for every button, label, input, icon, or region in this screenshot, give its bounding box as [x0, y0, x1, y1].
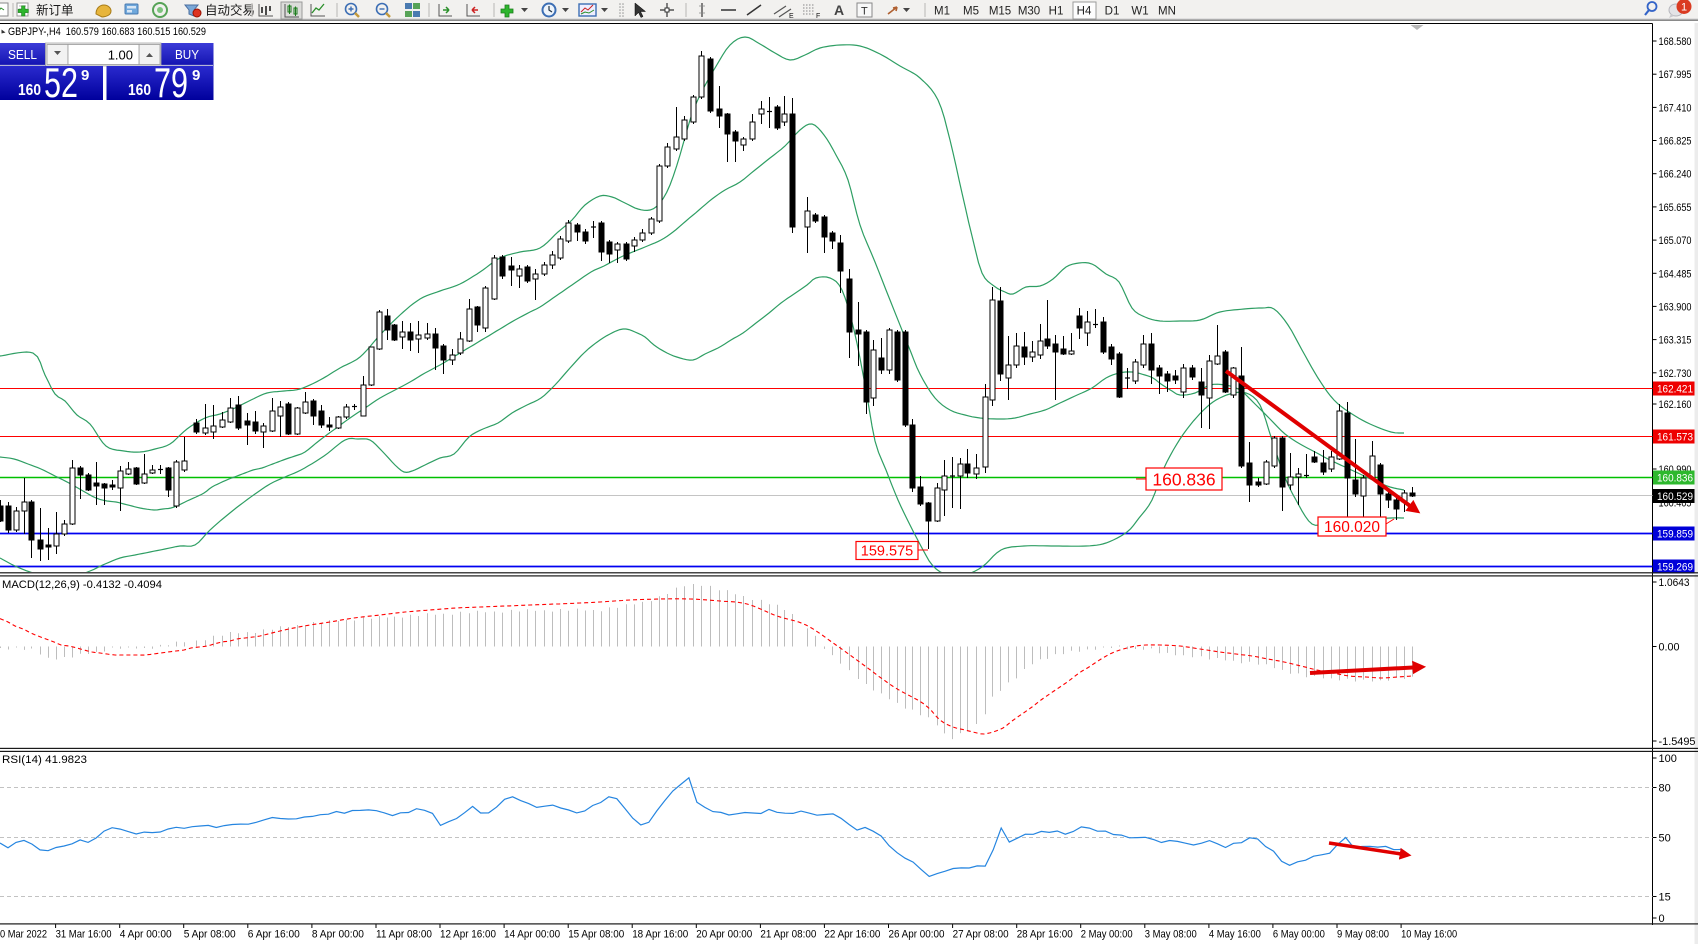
svg-text:4 May 16:00: 4 May 16:00: [1209, 929, 1261, 941]
svg-text:163.315: 163.315: [1659, 335, 1692, 347]
svg-text:166.240: 166.240: [1659, 169, 1692, 181]
svg-text:3 May 08:00: 3 May 08:00: [1145, 929, 1197, 941]
svg-text:M15: M15: [989, 6, 1011, 18]
svg-text:167.995: 167.995: [1659, 69, 1692, 81]
svg-text:BUY: BUY: [175, 48, 200, 62]
svg-text:18 Apr 16:00: 18 Apr 16:00: [632, 929, 688, 941]
svg-text:162.421: 162.421: [1657, 384, 1693, 396]
svg-text:H4: H4: [1077, 6, 1092, 18]
svg-text:新订单: 新订单: [36, 3, 74, 18]
svg-text:5 Apr 08:00: 5 Apr 08:00: [184, 929, 236, 941]
svg-text:100: 100: [1659, 753, 1677, 765]
svg-text:8 Apr 00:00: 8 Apr 00:00: [312, 929, 364, 941]
svg-text:165.655: 165.655: [1659, 202, 1692, 214]
svg-text:1.0643: 1.0643: [1659, 577, 1690, 589]
svg-text:162.730: 162.730: [1659, 368, 1692, 380]
svg-text:2 May 00:00: 2 May 00:00: [1081, 929, 1133, 941]
svg-text:F: F: [816, 13, 820, 20]
svg-text:M30: M30: [1018, 6, 1040, 18]
svg-text:168.580: 168.580: [1659, 36, 1692, 48]
svg-text:79: 79: [154, 59, 188, 106]
svg-text:-1.5495: -1.5495: [1659, 736, 1696, 748]
svg-text:160: 160: [18, 82, 41, 99]
svg-text:21 Apr 08:00: 21 Apr 08:00: [760, 929, 816, 941]
svg-text:162.160: 162.160: [1659, 399, 1692, 411]
svg-text:160.529: 160.529: [1657, 491, 1693, 503]
svg-text:160.836: 160.836: [1152, 470, 1215, 490]
svg-text:20 Apr 00:00: 20 Apr 00:00: [696, 929, 752, 941]
svg-text:D1: D1: [1105, 6, 1120, 18]
svg-text:159.859: 159.859: [1657, 529, 1693, 541]
svg-text:1: 1: [1681, 2, 1687, 14]
svg-text:SELL: SELL: [8, 48, 37, 62]
svg-text:6 Apr 16:00: 6 Apr 16:00: [248, 929, 300, 941]
svg-text:160.020: 160.020: [1324, 519, 1380, 536]
svg-text:161.573: 161.573: [1657, 432, 1693, 444]
svg-text:80: 80: [1659, 783, 1671, 795]
svg-text:166.825: 166.825: [1659, 136, 1692, 148]
svg-text:159.575: 159.575: [861, 544, 913, 560]
svg-text:164.485: 164.485: [1659, 268, 1692, 280]
svg-text:167.410: 167.410: [1659, 102, 1692, 114]
svg-text:0: 0: [1659, 913, 1665, 925]
svg-text:14 Apr 00:00: 14 Apr 00:00: [504, 929, 560, 941]
svg-text:M5: M5: [963, 6, 979, 18]
svg-text:9 May 08:00: 9 May 08:00: [1337, 929, 1389, 941]
svg-text:M1: M1: [934, 6, 950, 18]
svg-text:H1: H1: [1049, 6, 1064, 18]
svg-text:9: 9: [192, 67, 200, 84]
svg-text:28 Apr 16:00: 28 Apr 16:00: [1017, 929, 1073, 941]
svg-text:MACD(12,26,9) -0.4132 -0.4094: MACD(12,26,9) -0.4132 -0.4094: [2, 579, 162, 591]
svg-text:10 May 16:00: 10 May 16:00: [1401, 929, 1457, 941]
svg-text:4 Apr 00:00: 4 Apr 00:00: [120, 929, 172, 941]
svg-text:22 Apr 16:00: 22 Apr 16:00: [824, 929, 880, 941]
svg-text:159.269: 159.269: [1657, 562, 1693, 574]
svg-text:165.070: 165.070: [1659, 235, 1692, 247]
svg-text:1.00: 1.00: [108, 48, 133, 63]
svg-text:15 Apr 08:00: 15 Apr 08:00: [568, 929, 624, 941]
svg-text:W1: W1: [1131, 6, 1148, 18]
svg-text:E: E: [789, 13, 794, 20]
svg-text:MN: MN: [1158, 6, 1176, 18]
svg-text:163.900: 163.900: [1659, 301, 1692, 313]
svg-text:50: 50: [1659, 833, 1671, 845]
svg-text:160.836: 160.836: [1657, 473, 1693, 485]
svg-text:自动交易: 自动交易: [205, 3, 255, 18]
svg-text:12 Apr 16:00: 12 Apr 16:00: [440, 929, 496, 941]
svg-text:T: T: [861, 6, 868, 18]
svg-text:6 May 00:00: 6 May 00:00: [1273, 929, 1325, 941]
svg-text:27 Apr 08:00: 27 Apr 08:00: [953, 929, 1009, 941]
svg-text:GBPJPY-,H4 160.579 160.683 16: GBPJPY-,H4 160.579 160.683 160.515 160.5…: [8, 26, 206, 38]
svg-text:9: 9: [81, 67, 89, 84]
svg-text:RSI(14) 41.9823: RSI(14) 41.9823: [2, 754, 87, 766]
svg-text:0.00: 0.00: [1659, 642, 1680, 654]
svg-text:15: 15: [1659, 892, 1671, 904]
svg-text:31 Mar 16:00: 31 Mar 16:00: [56, 929, 112, 941]
svg-text:A: A: [834, 2, 844, 18]
svg-text:11 Apr 08:00: 11 Apr 08:00: [376, 929, 432, 941]
svg-text:160: 160: [128, 82, 151, 99]
svg-text:26 Apr 00:00: 26 Apr 00:00: [889, 929, 945, 941]
svg-text:0 Mar 2022: 0 Mar 2022: [0, 929, 47, 941]
svg-text:52: 52: [44, 59, 78, 106]
